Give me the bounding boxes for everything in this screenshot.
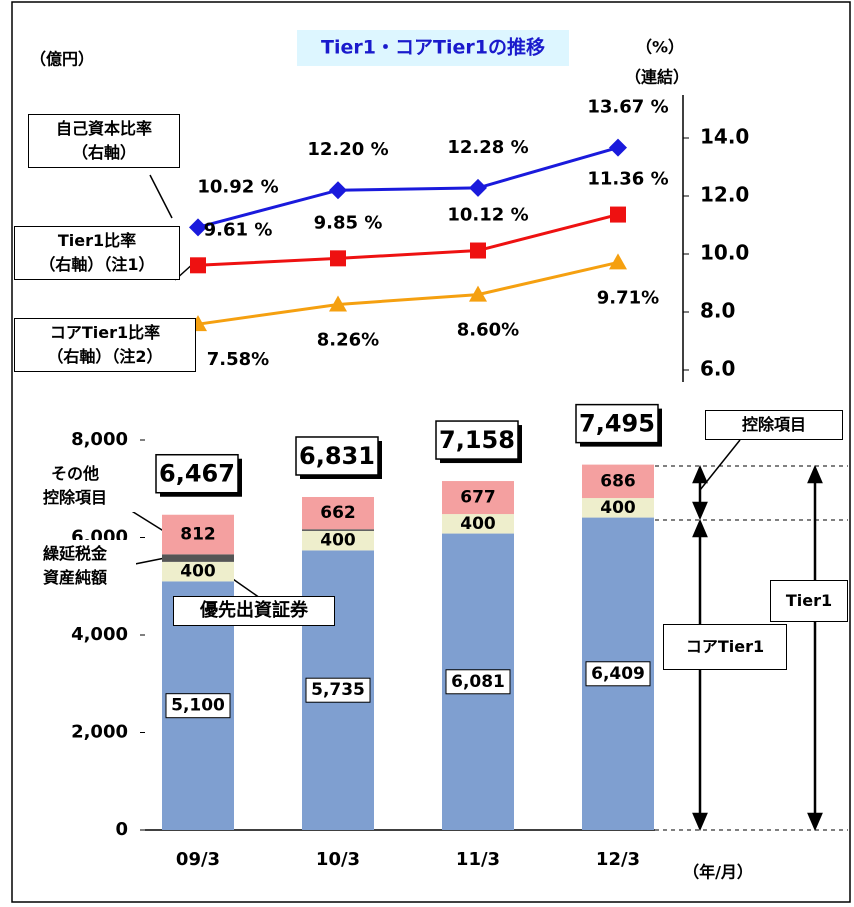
bar-segment: [162, 561, 234, 582]
x-tick-label: 09/3: [176, 849, 220, 870]
value-label-bg: [305, 677, 371, 703]
line: [197, 213, 619, 267]
x-tick-label: 10/3: [316, 849, 360, 870]
data-label: 12.28 %: [447, 137, 528, 158]
value-label-bg: [585, 661, 651, 687]
value-label: 400: [600, 498, 636, 518]
marker: [610, 206, 626, 223]
data-label: 11.36 %: [587, 169, 668, 190]
data-label: 9.61 %: [204, 219, 273, 240]
value-label: 662: [320, 503, 356, 523]
y-axis-label: （億円）: [30, 50, 94, 69]
brackets: [692, 439, 823, 832]
value-label: 677: [460, 488, 496, 508]
bar-segment: [442, 514, 514, 534]
y-tick-label: 0: [115, 819, 128, 840]
value-label: 5,735: [311, 680, 365, 700]
annotation: 控除項目: [705, 410, 843, 440]
data-label: 8.60%: [457, 320, 519, 341]
marker: [469, 285, 487, 302]
legend-callout: 繰延税金 資産純額: [14, 540, 136, 592]
y2-tick-label: 14.0: [700, 125, 749, 149]
marker: [329, 295, 347, 312]
marker: [469, 178, 487, 197]
data-label: 9.85 %: [314, 212, 383, 233]
annotation: Tier1: [770, 580, 848, 622]
bar-segment: [302, 496, 374, 530]
marker: [190, 257, 206, 274]
marker: [330, 250, 346, 267]
legend-callout: 自己資本比率 （右軸）: [28, 114, 180, 168]
data-label: 9.71%: [597, 287, 659, 308]
marker: [189, 218, 207, 237]
title-bg: [297, 30, 569, 66]
legend-callout: 優先出資証券: [173, 596, 335, 626]
bar-segment: [302, 529, 374, 531]
value-label-bg: [165, 693, 231, 719]
bar-segment: [302, 530, 374, 551]
legend-callout: コアTier1: [663, 624, 787, 670]
bar-segment: [162, 554, 234, 562]
x-tick-label: 12/3: [596, 849, 640, 870]
legend-callout: コアTier1比率 （右軸）（注2）: [14, 318, 196, 372]
y-tick-label: 4,000: [71, 624, 128, 645]
marker: [609, 253, 627, 270]
total-box: [295, 436, 379, 476]
x-tick-label: 11/3: [456, 849, 500, 870]
data-label: 13.67 %: [587, 97, 668, 118]
line: [197, 260, 619, 326]
total-label: 6,831: [299, 442, 375, 470]
legend-callout: Tier1比率 （右軸）（注1）: [14, 226, 180, 280]
bar-segment: [442, 481, 514, 515]
marker: [329, 181, 347, 200]
line: [197, 146, 619, 229]
y2-tick-label: 12.0: [700, 183, 749, 207]
value-label: 5,100: [171, 696, 225, 716]
value-label: 686: [600, 471, 636, 491]
data-label: 10.92 %: [197, 176, 278, 197]
y-tick-label: 8,000: [71, 429, 128, 450]
data-label: 12.20 %: [307, 139, 388, 160]
y2-tick-label: 10.0: [700, 241, 749, 265]
value-label: 812: [180, 525, 216, 545]
x-axis-label: （年/月）: [683, 863, 753, 882]
frame: [11, 1, 851, 903]
value-label: 6,081: [451, 672, 505, 692]
marker: [470, 242, 486, 259]
value-label: 400: [320, 531, 356, 551]
value-label-bg: [445, 669, 511, 695]
total-label: 7,158: [439, 426, 515, 454]
bar-segment: [582, 498, 654, 518]
total-box: [155, 453, 239, 494]
value-label: 6,409: [591, 664, 645, 684]
y-tick-label: 2,000: [71, 722, 128, 743]
chart-title: Tier1・コアTier1の推移: [321, 36, 545, 59]
y2-axis-sublabel: （連結）: [625, 68, 689, 87]
y2-axis-label: （%）: [636, 38, 684, 57]
y2-tick-label: 6.0: [700, 357, 735, 381]
bar-segment: [162, 514, 234, 555]
bar-segment: [582, 464, 654, 499]
data-label: 8.26%: [317, 329, 379, 350]
total-label: 7,495: [579, 410, 655, 438]
legend-callout: その他 控除項目: [14, 460, 136, 512]
data-label: 10.12 %: [447, 205, 528, 226]
total-box: [575, 403, 659, 444]
value-label: 400: [460, 514, 496, 534]
value-label: 400: [180, 562, 216, 582]
data-label: 7.58%: [207, 349, 269, 370]
y2-tick-label: 8.0: [700, 299, 735, 323]
marker: [609, 138, 627, 157]
total-label: 6,467: [159, 460, 235, 488]
total-box: [435, 420, 519, 460]
